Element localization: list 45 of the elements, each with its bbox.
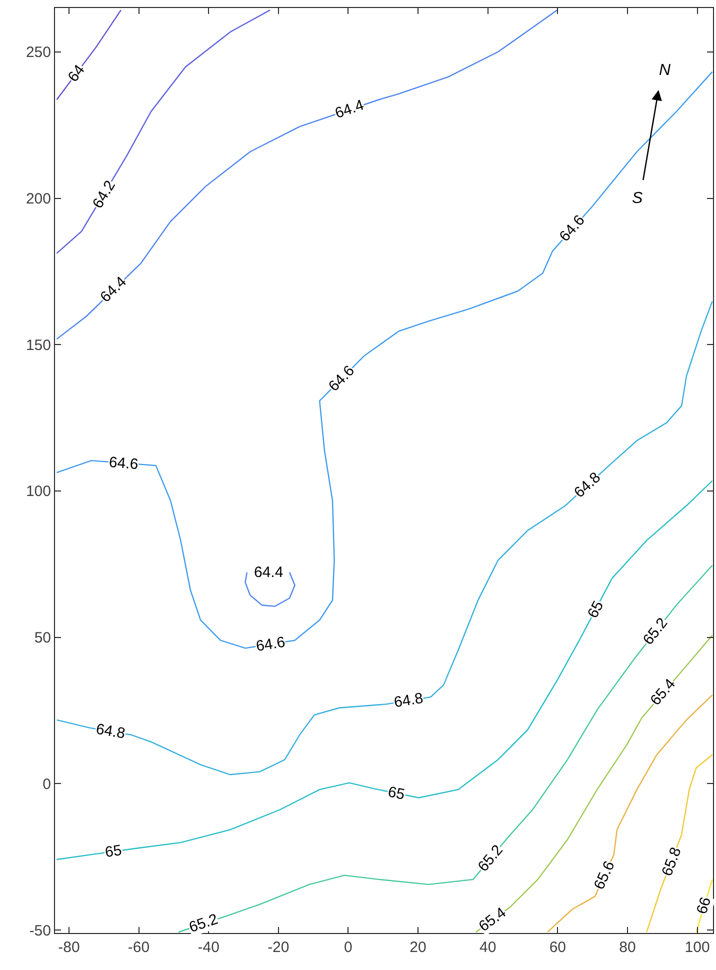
- x-tick-label: -60: [128, 939, 150, 956]
- text: 65.6: [590, 858, 618, 892]
- text: 64.4: [97, 273, 130, 306]
- y-tick-label: 0: [42, 776, 51, 793]
- x-tick-label: 0: [344, 939, 352, 956]
- text: 65.8: [658, 845, 685, 878]
- series-label: 64.4: [254, 564, 284, 581]
- x-tick-label: 60: [549, 939, 566, 956]
- y-tick-label: 200: [26, 190, 51, 208]
- text: 64.6: [556, 212, 588, 245]
- text: 64.6: [254, 634, 286, 656]
- text: 64: [64, 62, 88, 86]
- x-tick-label: 40: [480, 939, 496, 956]
- text: 66: [693, 895, 715, 916]
- line-series: [646, 754, 713, 933]
- x-tick-label: -20: [268, 939, 290, 956]
- text: 65: [584, 598, 608, 622]
- text: 64.6: [325, 362, 358, 395]
- x-tick-label: 80: [619, 939, 636, 956]
- text: 64.8: [570, 469, 604, 502]
- text: 64.4: [332, 96, 366, 122]
- text: 65.2: [186, 910, 220, 936]
- y-tick-label: -50: [29, 922, 51, 940]
- line-series: [178, 564, 713, 933]
- y-tick-label: 100: [26, 483, 51, 500]
- x-tick-label: -40: [198, 939, 220, 956]
- annotation: S: [632, 190, 643, 207]
- x-tick-label: 100: [684, 939, 710, 956]
- line-series: [56, 9, 271, 254]
- annotation: N: [659, 62, 671, 79]
- text: 65.4: [647, 676, 680, 709]
- line-series: [56, 9, 558, 340]
- text: 65: [386, 783, 406, 804]
- text: 64.8: [392, 690, 424, 712]
- line-series: [56, 300, 713, 776]
- x-tick-label: -80: [58, 939, 80, 956]
- text: 65.4: [476, 904, 510, 936]
- text: 64.8: [94, 720, 126, 742]
- text: 65.2: [474, 842, 506, 876]
- x-tick-label: 20: [410, 939, 426, 956]
- text: 64.6: [108, 454, 139, 474]
- y-tick-label: 150: [26, 336, 51, 354]
- y-tick-label: 50: [34, 630, 51, 647]
- text: 65: [104, 842, 123, 862]
- y-tick-label: 250: [26, 44, 51, 62]
